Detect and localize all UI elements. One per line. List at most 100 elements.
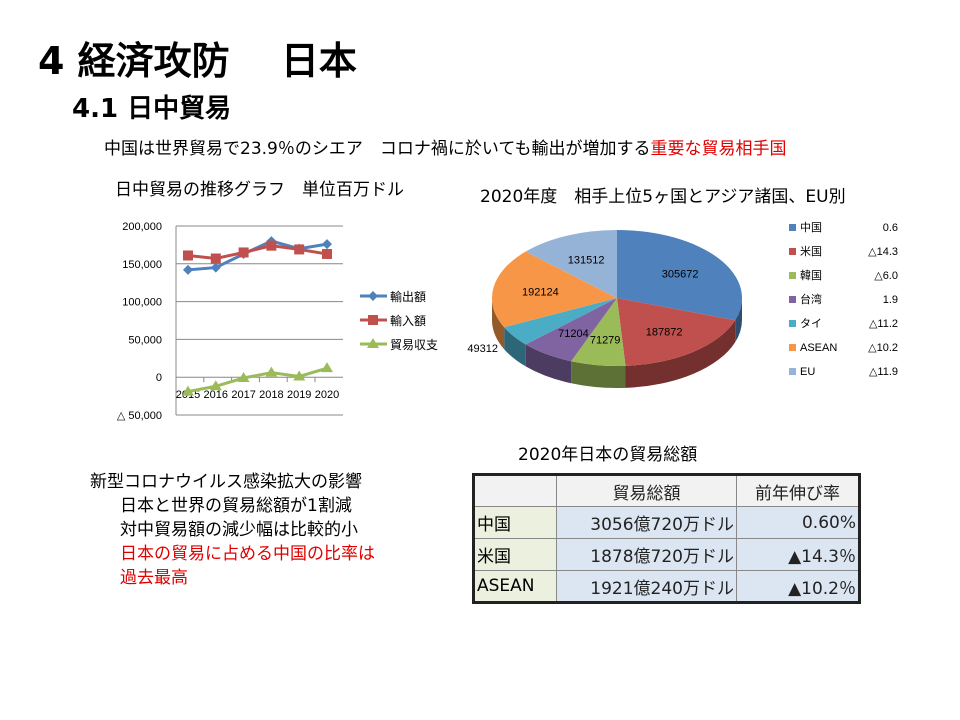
pie-data-label: 71279: [590, 335, 621, 347]
pie-slice-中国: [617, 230, 742, 321]
bullet-item: 過去最高: [120, 568, 188, 588]
pie-side-台湾: [525, 344, 572, 384]
line-chart-title: 日中貿易の推移グラフ 単位百万ドル: [115, 180, 404, 200]
legend-label: 貿易収支: [390, 338, 438, 352]
pie-data-label: 131512: [568, 254, 605, 266]
y-tick-label: 150,000: [122, 259, 162, 271]
legend-growth: 1.9: [883, 294, 898, 306]
cell-growth: ▲10.2％: [736, 570, 860, 603]
legend-swatch: [789, 272, 796, 279]
legend-swatch: [789, 224, 796, 231]
lead-highlight: 重要な貿易相手国: [650, 139, 787, 159]
bullet-item: 対中貿易額の減少幅は比較的小: [120, 520, 358, 540]
table-row: 米国 1878億720万ドル ▲14.3％: [473, 538, 860, 571]
pie-data-label: 49312: [467, 343, 498, 355]
legend-label: 米国: [800, 245, 822, 258]
x-tick-label: 2016: [204, 389, 228, 401]
legend-marker: [368, 315, 378, 325]
legend-growth: △6.0: [874, 270, 898, 282]
data-point: [321, 362, 333, 373]
header-cell: 貿易総額: [556, 474, 737, 507]
legend-label: ASEAN: [800, 342, 837, 354]
data-point: [182, 385, 194, 396]
bullet-item: 日本の貿易に占める中国の比率は: [120, 544, 375, 564]
legend-growth: △14.3: [868, 246, 898, 258]
pie-data-label: 305672: [662, 269, 699, 281]
data-point: [210, 262, 221, 273]
slide-title: 4 経済攻防 日本: [38, 39, 357, 83]
data-point: [322, 248, 332, 259]
y-tick-label: 0: [156, 372, 162, 384]
legend-label: 輸出額: [390, 289, 426, 304]
cell-partner: ASEAN: [473, 570, 557, 603]
y-tick-label: △ 50,000: [117, 410, 162, 422]
pie-side-米国: [625, 320, 736, 388]
pie-slice-韓国: [571, 298, 626, 367]
data-point: [210, 253, 221, 264]
cell-partner: 中国: [473, 506, 557, 539]
header-cell: [473, 474, 557, 507]
data-point: [209, 380, 222, 391]
series-line-2: [187, 366, 328, 394]
data-point: [266, 240, 277, 251]
lead-text: 中国は世界貿易で23.9％のシエア コロナ禍に於いても輸出が増加する重要な貿易相…: [104, 134, 787, 159]
series-line-0: [187, 239, 328, 272]
y-tick-label: 200,000: [122, 221, 162, 233]
legend-label: EU: [800, 366, 815, 378]
pie-side-中国: [735, 298, 742, 343]
trade-table: 貿易総額 前年伸び率 中国 3056億720万ドル 0.60% 米国 1878億…: [472, 473, 861, 604]
bullet-item: 新型コロナウイルス感染拡大の影響: [90, 472, 362, 492]
legend-label: 中国: [800, 221, 822, 234]
pie-slice-タイ: [504, 298, 617, 345]
data-point: [237, 371, 250, 382]
section-title: 4.1 日中貿易: [72, 94, 232, 124]
legend-growth: △11.2: [869, 318, 898, 330]
x-tick-label: 2019: [287, 389, 311, 401]
pie-chart-title: 2020年度 相手上位5ヶ国とアジア諸国、EU別: [480, 187, 846, 207]
cell-total: 1921億240万ドル: [556, 570, 737, 603]
pie-side-韓国: [571, 361, 626, 388]
data-point: [293, 370, 306, 381]
data-point: [322, 239, 332, 250]
cell-partner: 米国: [473, 538, 557, 571]
y-tick-label: 100,000: [122, 297, 162, 309]
x-tick-label: 2018: [259, 389, 283, 401]
bullet-list: 新型コロナウイルス感染拡大の影響 日本と世界の貿易総額が1割減 対中貿易額の減少…: [90, 470, 375, 590]
legend-swatch: [789, 248, 796, 255]
table-header-row: 貿易総額 前年伸び率: [473, 474, 860, 507]
pie-data-label: 187872: [646, 326, 683, 338]
legend-swatch: [789, 368, 796, 375]
legend-label: 台湾: [800, 292, 822, 306]
legend-label: 輸入額: [390, 313, 426, 328]
lead-main: 中国は世界貿易で23.9％のシエア コロナ禍に於いても輸出が増加する: [104, 139, 651, 159]
x-tick-label: 2020: [315, 389, 339, 401]
legend-swatch: [789, 344, 796, 351]
data-point: [265, 366, 278, 377]
pie-data-label: 71204: [558, 328, 589, 340]
pie-side-タイ: [504, 327, 526, 367]
legend-growth: △11.9: [869, 366, 898, 378]
pie-slice-ASEAN: [492, 251, 617, 328]
cell-total: 3056億720万ドル: [556, 506, 737, 539]
data-point: [183, 264, 193, 275]
pie-side-ASEAN: [492, 298, 505, 350]
cell-growth: 0.60%: [736, 506, 860, 539]
legend-growth: △10.2: [868, 342, 898, 354]
legend-marker: [368, 291, 378, 301]
legend-growth: 0.6: [883, 222, 898, 234]
data-point: [183, 250, 193, 261]
bullet-item: 日本と世界の貿易総額が1割減: [120, 496, 352, 516]
pie-slice-台湾: [525, 298, 617, 362]
x-tick-label: 2017: [231, 389, 255, 401]
legend-label: タイ: [800, 317, 822, 330]
table-title: 2020年日本の貿易総額: [518, 445, 698, 465]
legend-swatch: [789, 320, 796, 327]
pie-slice-EU: [525, 230, 617, 298]
legend-marker: [367, 338, 379, 348]
legend-label: 韓国: [800, 269, 822, 282]
header-cell: 前年伸び率: [736, 474, 860, 507]
legend-swatch: [789, 296, 796, 303]
data-point: [238, 247, 249, 258]
pie-slice-米国: [617, 298, 736, 366]
